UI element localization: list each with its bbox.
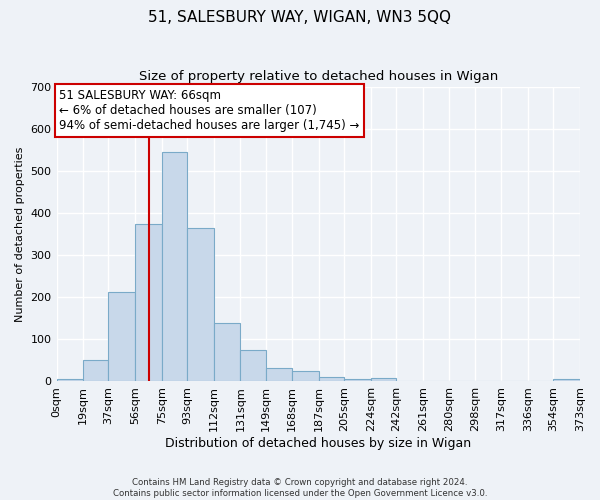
Bar [162, 152, 187, 382]
Bar [56, 380, 83, 382]
Text: 51, SALESBURY WAY, WIGAN, WN3 5QQ: 51, SALESBURY WAY, WIGAN, WN3 5QQ [149, 10, 452, 25]
Bar [83, 360, 109, 382]
Bar [553, 380, 580, 382]
Text: Contains HM Land Registry data © Crown copyright and database right 2024.
Contai: Contains HM Land Registry data © Crown c… [113, 478, 487, 498]
Bar [319, 378, 344, 382]
Text: 51 SALESBURY WAY: 66sqm
← 6% of detached houses are smaller (107)
94% of semi-de: 51 SALESBURY WAY: 66sqm ← 6% of detached… [59, 89, 360, 132]
X-axis label: Distribution of detached houses by size in Wigan: Distribution of detached houses by size … [165, 437, 472, 450]
Bar [292, 371, 319, 382]
Title: Size of property relative to detached houses in Wigan: Size of property relative to detached ho… [139, 70, 498, 83]
Bar [109, 292, 135, 382]
Bar [214, 322, 241, 382]
Bar [135, 224, 162, 382]
Bar [241, 350, 266, 382]
Y-axis label: Number of detached properties: Number of detached properties [15, 146, 25, 322]
Bar [371, 378, 396, 382]
Bar [187, 228, 214, 382]
Bar [344, 380, 371, 382]
Bar [266, 368, 292, 382]
